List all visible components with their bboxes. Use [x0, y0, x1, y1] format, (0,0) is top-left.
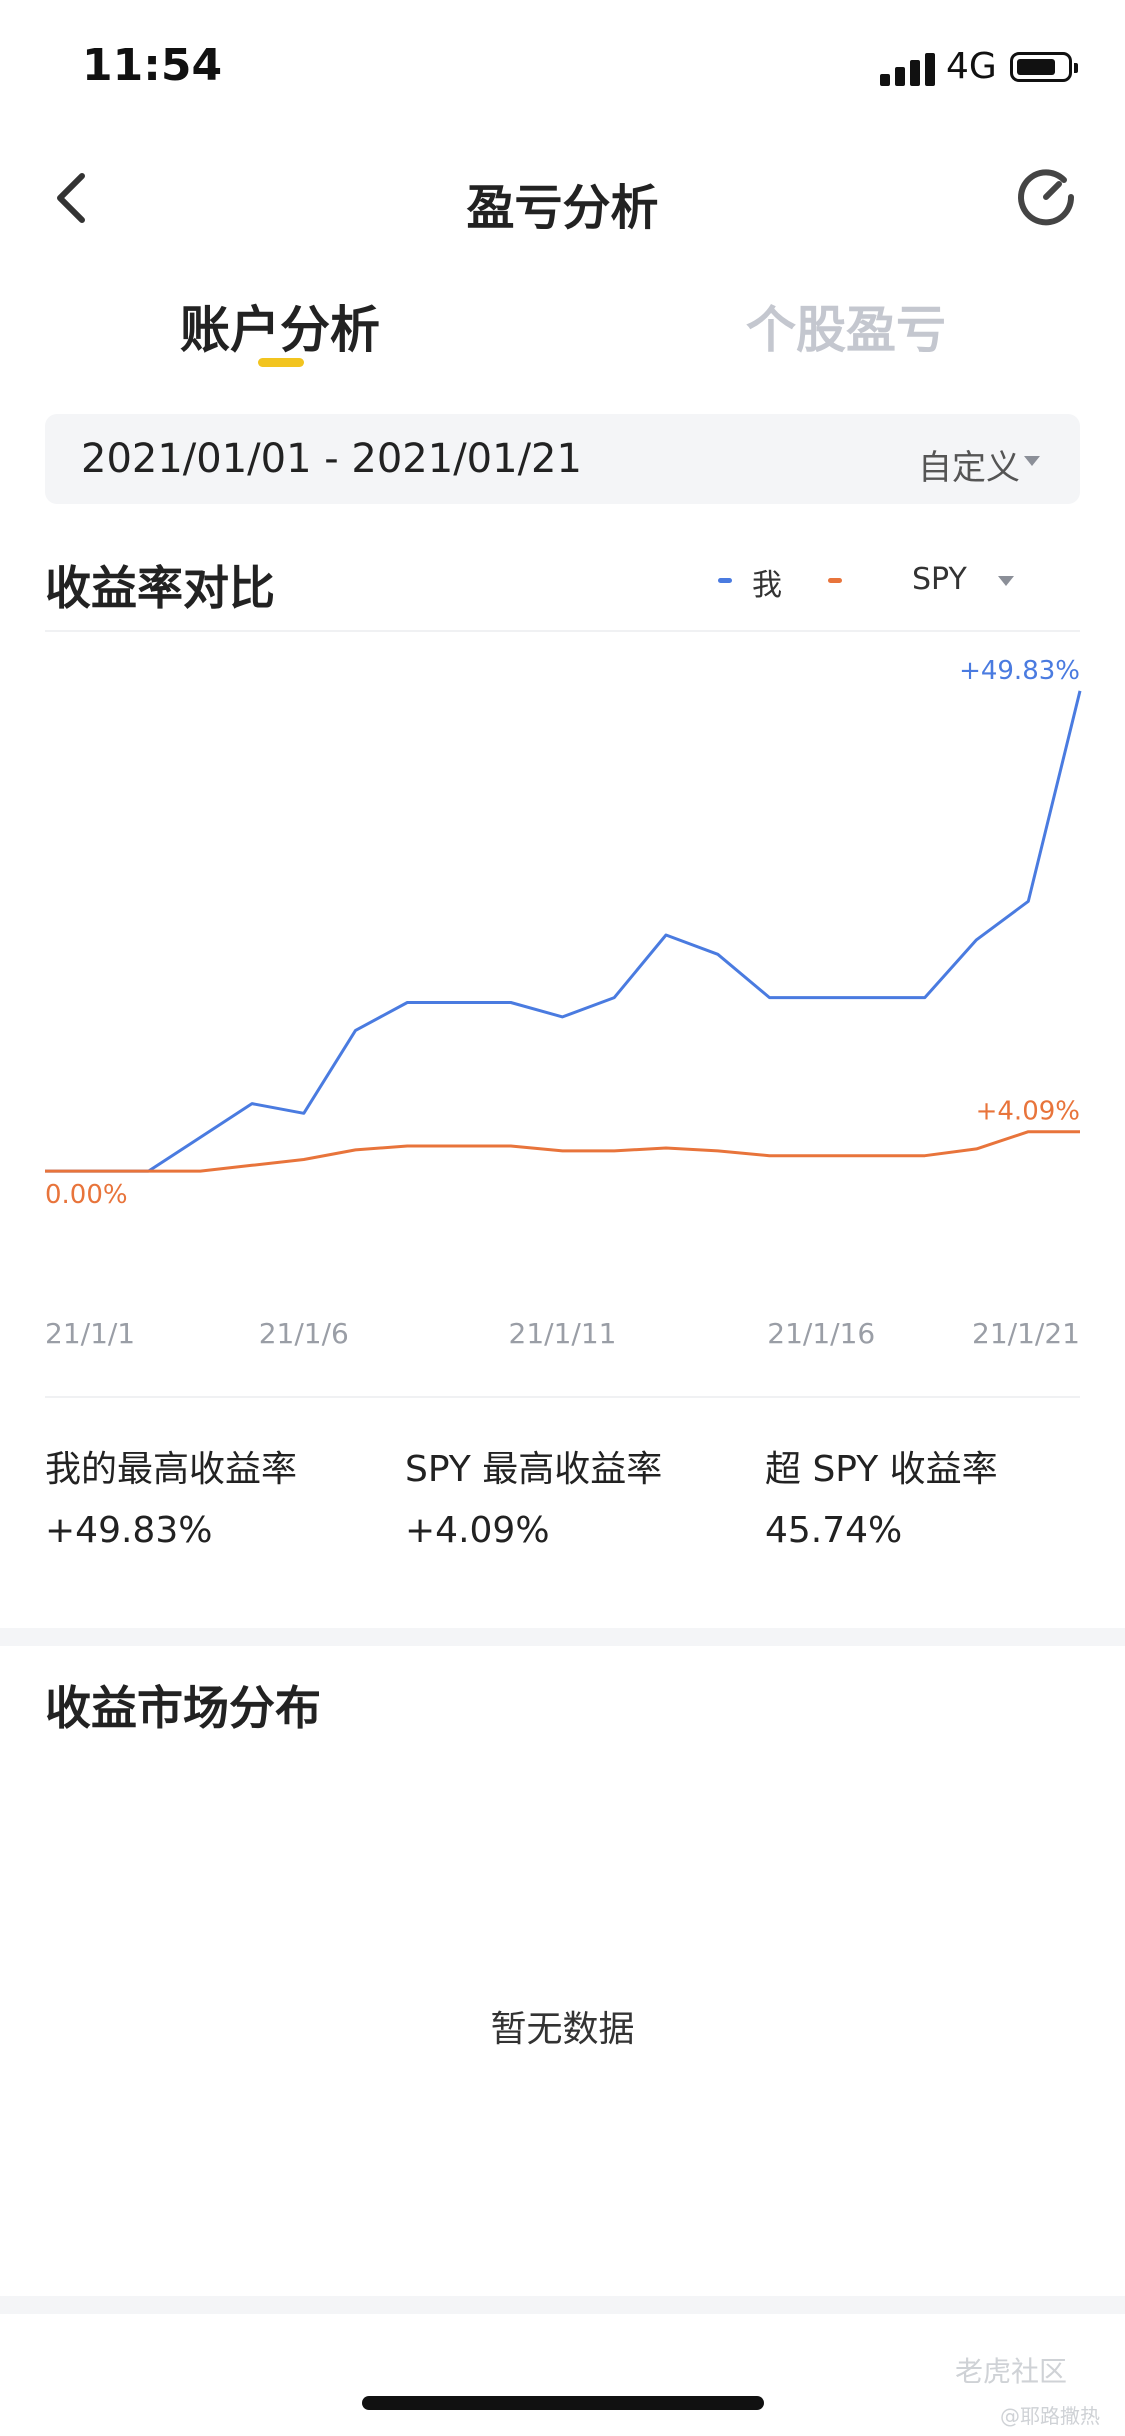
stat-my-max-label: 我的最高收益率 [45, 1449, 298, 1490]
signal-icon [880, 52, 936, 86]
stat-spy-max-value: +4.09% [405, 1510, 550, 1551]
tab-account-analysis[interactable]: 账户分析 [180, 301, 380, 359]
dropdown-caret-icon [1024, 456, 1040, 466]
x-tick-label: 21/1/6 [259, 1317, 349, 1350]
network-label: 4G [946, 46, 997, 87]
x-tick-label: 21/1/1 [45, 1317, 135, 1350]
data-label-spy-end: +4.09% [976, 1097, 1080, 1127]
divider [45, 630, 1080, 632]
divider [45, 1396, 1080, 1398]
series-line-me [45, 690, 1082, 1173]
x-tick-label: 21/1/11 [509, 1317, 617, 1350]
battery-icon [1010, 52, 1078, 82]
return-comparison-chart: +49.83% +4.09% 0.00% 21/1/1 21/1/6 21/1/11 21/… [45, 656, 1082, 1350]
stat-spy-max-label: SPY 最高收益率 [405, 1449, 663, 1490]
tab-stock-pnl[interactable]: 个股盈亏 [746, 301, 946, 359]
watermark-brand: 老虎社区 [955, 2355, 1068, 2388]
x-tick-label: 21/1/16 [767, 1317, 875, 1350]
section-gap [0, 2296, 1125, 2314]
data-label-me-end: +49.83% [959, 656, 1080, 686]
refresh-icon[interactable] [1015, 166, 1077, 228]
legend-spy-label[interactable]: SPY [912, 562, 967, 597]
stat-excess-label: 超 SPY 收益率 [765, 1449, 998, 1490]
series-line-spy [45, 1130, 1080, 1173]
legend-me-swatch [718, 578, 732, 583]
stat-excess-value: 45.74% [765, 1510, 903, 1551]
back-arrow-icon[interactable] [50, 168, 100, 228]
comparison-title: 收益率对比 [45, 561, 275, 615]
custom-range-dropdown[interactable]: 自定义 [918, 448, 1020, 488]
status-time: 11:54 [82, 40, 223, 91]
stat-my-max-value: +49.83% [45, 1510, 213, 1551]
legend-dropdown-caret-icon[interactable] [998, 576, 1014, 586]
tab-active-indicator [258, 358, 304, 367]
distribution-title: 收益市场分布 [45, 1681, 321, 1735]
legend-spy-swatch [828, 578, 842, 583]
x-tick-label: 21/1/21 [972, 1317, 1080, 1350]
date-range-text: 2021/01/01 - 2021/01/21 [81, 436, 582, 482]
data-label-start: 0.00% [45, 1180, 128, 1210]
legend-me-label: 我 [752, 568, 782, 603]
date-range-bar[interactable]: 2021/01/01 - 2021/01/21 自定义 [45, 414, 1080, 504]
page-title: 盈亏分析 [466, 180, 659, 236]
home-indicator[interactable] [362, 2396, 764, 2410]
watermark-user: @耶路撒热 [1000, 2404, 1100, 2428]
section-gap [0, 1628, 1125, 1646]
empty-state-text: 暂无数据 [490, 2009, 635, 2050]
